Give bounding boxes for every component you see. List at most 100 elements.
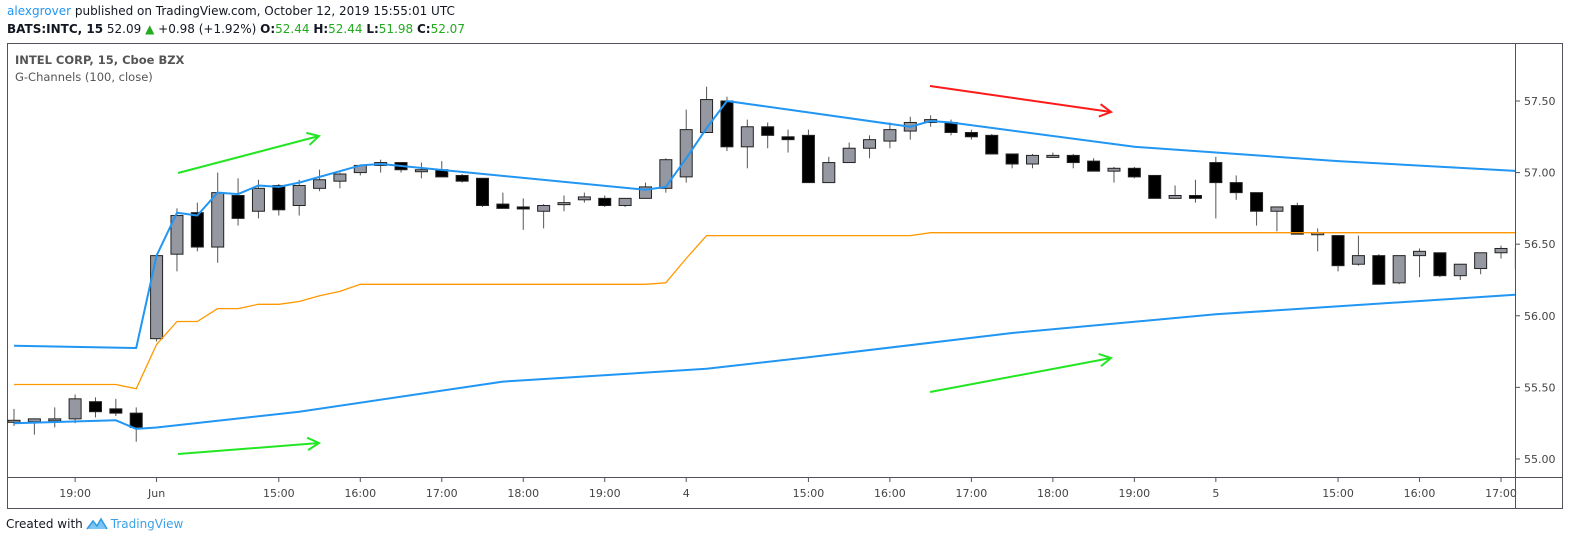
candle-body xyxy=(476,177,490,207)
candle xyxy=(1311,228,1325,252)
g-channel-lower-line xyxy=(13,293,1515,430)
low-value: 51.98 xyxy=(378,22,414,36)
tradingview-link[interactable]: TradingView xyxy=(110,517,184,531)
trend-arrow xyxy=(177,436,322,455)
candle xyxy=(679,109,693,183)
candle xyxy=(964,129,978,140)
candle-body xyxy=(964,131,978,138)
price-axis[interactable]: 57.50 57.00 56.50 56.00 55.50 55.00 xyxy=(1515,95,1556,466)
time-tick-label: 17:00 xyxy=(1485,487,1517,500)
time-axis[interactable]: 19:00 Jun 15:00 16:00 17:00 18:00 19:00 4 15:00 1… xyxy=(59,477,1517,500)
candle-body xyxy=(883,129,897,142)
candle-body xyxy=(170,215,184,255)
candle xyxy=(577,192,591,203)
candle xyxy=(822,156,836,184)
candle-body xyxy=(1392,255,1406,284)
candle-body xyxy=(1270,206,1284,212)
candle xyxy=(1351,235,1365,266)
tradingview-logo-icon xyxy=(86,517,108,530)
high-value: 52.44 xyxy=(328,22,363,36)
candle xyxy=(313,169,327,192)
arrow-head-icon xyxy=(1098,103,1114,118)
candle-body xyxy=(863,139,877,149)
candle-body xyxy=(1433,252,1447,277)
arrow-shaft xyxy=(177,135,320,174)
legend-symbol: INTEL CORP, 15, Cboe BZX xyxy=(15,53,185,67)
candle xyxy=(1005,153,1019,169)
candle xyxy=(1474,252,1488,275)
arrow-shaft xyxy=(177,442,320,455)
author-link[interactable]: alexgrover xyxy=(7,4,72,18)
time-tick-label: 19:00 xyxy=(589,487,621,500)
price-change: +0.98 (+1.92%) xyxy=(158,22,257,36)
candle xyxy=(985,133,999,155)
candle xyxy=(1168,185,1182,199)
candle-body xyxy=(1148,174,1162,199)
symbol-info: BATS:INTC, 15 52.09 ▲ +0.98 (+1.92%) O:5… xyxy=(7,22,465,36)
candle-body xyxy=(150,255,164,340)
candle xyxy=(1270,206,1284,232)
candle-body xyxy=(516,206,530,210)
candle xyxy=(720,96,734,152)
candle-body xyxy=(88,401,102,413)
candle-body xyxy=(537,205,551,212)
candle-body xyxy=(496,203,510,209)
candle-body xyxy=(1474,252,1488,270)
price-tick-label: 56.00 xyxy=(1524,310,1556,323)
plot-area[interactable] xyxy=(7,86,1527,442)
time-tick-label: 17:00 xyxy=(956,487,988,500)
candle xyxy=(903,116,917,140)
candle xyxy=(1229,175,1243,200)
open-value: 52.44 xyxy=(275,22,310,36)
price-tick-label: 55.50 xyxy=(1524,381,1556,394)
candle xyxy=(88,397,102,418)
candle-body xyxy=(129,412,143,428)
candle-body xyxy=(679,129,693,178)
close-value: 52.07 xyxy=(430,22,465,36)
candle-body xyxy=(1290,205,1304,235)
legend-indicator[interactable]: G-Channels (100, close) xyxy=(15,70,153,84)
candle xyxy=(883,122,897,149)
time-tick-label: 18:00 xyxy=(1037,487,1069,500)
g-channel-upper-line xyxy=(13,100,1515,349)
candle-body xyxy=(1046,154,1060,158)
candle-body xyxy=(292,184,306,207)
candle xyxy=(251,179,265,219)
candle-body xyxy=(27,418,41,423)
arrow-shaft xyxy=(929,85,1112,113)
candle-body xyxy=(272,184,286,211)
open-label: O: xyxy=(260,22,276,36)
candle-body xyxy=(1188,194,1202,199)
candle xyxy=(211,172,225,263)
candle-body xyxy=(1514,247,1515,270)
candle-body xyxy=(1087,160,1101,172)
candle-body xyxy=(659,159,673,189)
time-tick-label: 17:00 xyxy=(426,487,458,500)
publish-info: alexgrover published on TradingView.com,… xyxy=(7,4,455,18)
candle xyxy=(516,198,530,230)
candle xyxy=(414,162,428,179)
close-label: C: xyxy=(416,22,431,36)
candle xyxy=(1413,248,1427,278)
candle xyxy=(455,174,469,183)
time-tick-label: 18:00 xyxy=(507,487,539,500)
candle xyxy=(190,202,204,252)
candle-body xyxy=(1107,167,1121,172)
candle-body xyxy=(1229,182,1243,194)
candle xyxy=(1066,153,1080,169)
candle-body xyxy=(1168,194,1182,199)
drawings xyxy=(177,85,1114,455)
created-with-text: Created with xyxy=(6,517,83,531)
candle xyxy=(1392,255,1406,285)
candle-body xyxy=(577,196,591,201)
candle-body xyxy=(1005,153,1019,165)
candle xyxy=(1087,158,1101,172)
high-label: H: xyxy=(313,22,329,36)
time-tick-label: 4 xyxy=(683,487,690,500)
candle xyxy=(801,129,815,184)
price-tick-label: 57.00 xyxy=(1524,167,1556,180)
candle xyxy=(231,178,245,226)
candle xyxy=(1107,166,1121,183)
candle xyxy=(1209,156,1223,219)
